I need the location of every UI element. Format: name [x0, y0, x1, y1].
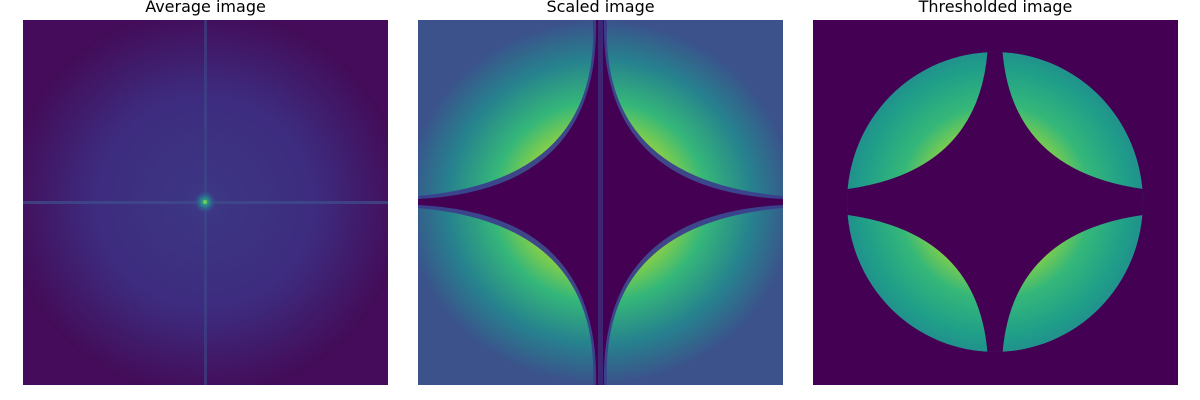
- average-image: [23, 20, 388, 385]
- thresholded-image: [813, 20, 1178, 385]
- panel-title-thresholded: Thresholded image: [918, 0, 1073, 16]
- panel-title-average: Average image: [145, 0, 266, 16]
- scaled-image: [418, 20, 783, 385]
- panel-title-scaled: Scaled image: [546, 0, 655, 16]
